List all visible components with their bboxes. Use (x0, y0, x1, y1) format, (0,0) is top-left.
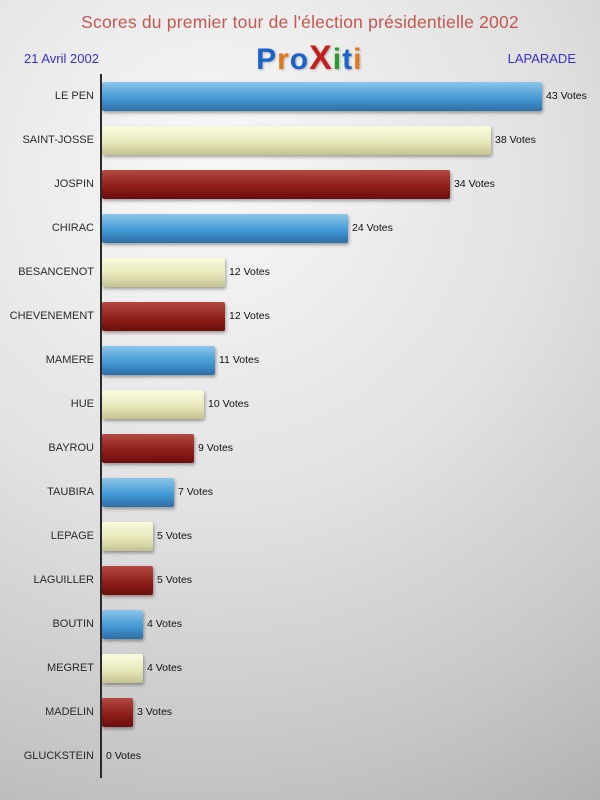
chart-row: JOSPIN 34 Votes (54, 162, 600, 206)
category-label: MEGRET (46, 662, 94, 674)
chart-row: CHEVENEMENT 12 Votes (10, 294, 600, 338)
bar (102, 81, 542, 111)
y-axis-line: LE PEN 43 Votes SAINT-JOSSE 38 Votes JOSPIN 3… (10, 74, 600, 778)
chart-row: MADELIN 3 Votes (45, 690, 600, 734)
chart-row: LE PEN 43 Votes (55, 74, 600, 118)
chart-row: MAMERE 11 Votes (46, 338, 600, 382)
proxiti-logo: ProXiti (256, 39, 362, 78)
bar (102, 521, 153, 551)
chart-subheader: 21 Avril 2002 ProXiti LAPARADE (0, 33, 600, 81)
category-label: BAYROU (48, 442, 94, 454)
value-label: 12 Votes (229, 310, 270, 322)
chart-row: BESANCENOT 12 Votes (18, 250, 600, 294)
category-label: MAMERE (45, 354, 94, 366)
value-label: 24 Votes (352, 222, 393, 234)
value-label: 4 Votes (147, 618, 183, 630)
value-label: 10 Votes (208, 398, 249, 410)
category-label: BESANCENOT (18, 266, 94, 278)
value-label: 3 Votes (137, 706, 173, 718)
logo-letter: t (342, 42, 354, 76)
logo-letter: X (309, 38, 333, 77)
value-label: 38 Votes (495, 134, 536, 146)
category-label: LE PEN (54, 90, 94, 102)
category-label: CHIRAC (51, 222, 94, 234)
bar-chart: LE PEN 43 Votes SAINT-JOSSE 38 Votes JOSPIN 3… (0, 74, 600, 778)
bar (102, 301, 225, 331)
bar (102, 345, 215, 375)
bar (102, 125, 491, 155)
value-label: 0 Votes (106, 750, 142, 762)
location-label: LAPARADE (507, 50, 576, 66)
value-label: 5 Votes (157, 530, 193, 542)
chart-row: GLUCKSTEIN 0 Votes (24, 734, 600, 778)
chart-row: LEPAGE 5 Votes (51, 514, 600, 558)
logo-letter: o (289, 42, 310, 76)
category-label: LAGUILLER (33, 574, 94, 586)
category-label: HUE (70, 398, 94, 410)
bar (102, 697, 133, 727)
value-label: 43 Votes (546, 90, 587, 102)
category-label: BOUTIN (52, 618, 94, 630)
category-label: CHEVENEMENT (9, 310, 94, 322)
chart-row: TAUBIRA 7 Votes (47, 470, 600, 514)
value-label: 7 Votes (178, 486, 214, 498)
bar (102, 389, 204, 419)
chart-row: BAYROU 9 Votes (48, 426, 600, 470)
category-label: MADELIN (45, 706, 94, 718)
value-label: 12 Votes (229, 266, 270, 278)
bar (102, 169, 450, 199)
logo-letter: i (353, 42, 363, 76)
chart-row: BOUTIN 4 Votes (52, 602, 600, 646)
value-label: 9 Votes (198, 442, 234, 454)
category-label: JOSPIN (54, 178, 94, 190)
bar (102, 433, 194, 463)
bar (102, 213, 348, 243)
category-label: SAINT-JOSSE (22, 134, 94, 146)
chart-row: SAINT-JOSSE 38 Votes (22, 118, 600, 162)
logo-letter: i (332, 42, 343, 76)
chart-row: MEGRET 4 Votes (47, 646, 600, 690)
chart-row: CHIRAC 24 Votes (52, 206, 600, 250)
chart-date: 21 Avril 2002 (24, 50, 99, 66)
category-label: LEPAGE (50, 530, 94, 542)
category-label: TAUBIRA (47, 486, 94, 498)
value-label: 34 Votes (454, 178, 495, 190)
category-label: GLUCKSTEIN (23, 750, 94, 762)
bar (102, 609, 143, 639)
value-label: 11 Votes (219, 354, 260, 366)
bar (102, 653, 143, 683)
bar (102, 257, 225, 287)
bar (102, 477, 174, 507)
value-label: 5 Votes (157, 574, 193, 586)
value-label: 4 Votes (147, 662, 183, 674)
logo-letter: P (256, 42, 278, 76)
chart-row: LAGUILLER 5 Votes (33, 558, 600, 602)
page-title: Scores du premier tour de l'élection pré… (81, 12, 519, 32)
logo-letter: r (277, 42, 290, 76)
bar (102, 565, 153, 595)
chart-row: HUE 10 Votes (71, 382, 600, 426)
